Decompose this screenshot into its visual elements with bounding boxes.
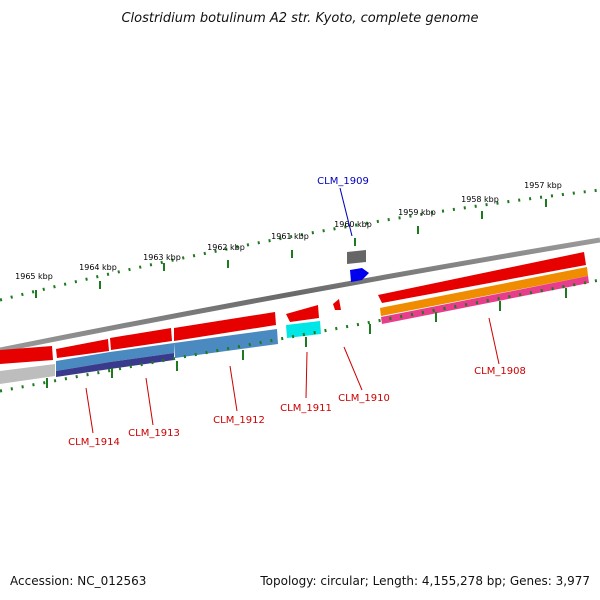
leader-line-CLM_1908 <box>488 317 500 365</box>
leader-line-CLM_1911 <box>305 351 308 399</box>
purple-feature-1914[interactable] <box>56 362 110 377</box>
red-gene-CLM_1910[interactable] <box>333 299 341 310</box>
kbp-label-1965: 1965 kbp <box>15 272 53 281</box>
kbp-label-1961: 1961 kbp <box>271 232 309 241</box>
blue-feature-1913[interactable] <box>110 343 174 362</box>
kbp-label-1963: 1963 kbp <box>143 253 181 262</box>
gene-label-CLM_1911[interactable]: CLM_1911 <box>280 403 332 414</box>
gene-label-CLM_1913[interactable]: CLM_1913 <box>128 428 180 439</box>
orange-feature-1908[interactable] <box>380 267 588 316</box>
red-gene-CLM_1908[interactable] <box>378 252 586 303</box>
gray-feature[interactable] <box>0 364 55 384</box>
purple-feature-1913[interactable] <box>110 353 174 369</box>
highlighted-gene-CLM_1909[interactable] <box>350 268 369 282</box>
leader-line-CLM_1910 <box>343 346 363 391</box>
leader-line-CLM_1914 <box>85 387 94 434</box>
cyan-feature-1911[interactable] <box>286 321 321 338</box>
red-gene-CLM_1914[interactable] <box>56 339 109 358</box>
kbp-label-1958: 1958 kbp <box>461 195 499 204</box>
red-gene-CLM_1913[interactable] <box>110 328 172 350</box>
gene-label-CLM_1909[interactable]: CLM_1909 <box>317 176 369 187</box>
gene-label-CLM_1912[interactable]: CLM_1912 <box>213 415 265 426</box>
kbp-label-1959: 1959 kbp <box>398 208 436 217</box>
inner-tick-ring <box>0 278 600 393</box>
kbp-label-1957: 1957 kbp <box>524 181 562 190</box>
genome-summary: Topology: circular; Length: 4,155,278 bp… <box>260 574 590 588</box>
gene-label-CLM_1910[interactable]: CLM_1910 <box>338 393 390 404</box>
red-gene-CLM_1912[interactable] <box>174 312 276 341</box>
leader-line-CLM_1912 <box>229 365 238 412</box>
blue-feature-1912[interactable] <box>174 329 278 358</box>
kbp-label-1964: 1964 kbp <box>79 263 117 272</box>
leader-line-CLM_1909 <box>339 187 353 237</box>
genome-backbone <box>0 237 600 353</box>
leader-line-CLM_1913 <box>145 377 154 426</box>
red-gene-CLM_1911[interactable] <box>286 305 319 322</box>
dark-gray-feature[interactable] <box>347 250 366 264</box>
red-gene-row <box>0 252 586 364</box>
kbp-label-1960: 1960 kbp <box>334 220 372 229</box>
kbp-label-1962: 1962 kbp <box>207 243 245 252</box>
gene-label-CLM_1914[interactable]: CLM_1914 <box>68 437 120 448</box>
outer-tick-ring <box>0 188 600 302</box>
red-gene-left-edge[interactable] <box>0 346 53 364</box>
gene-label-CLM_1908[interactable]: CLM_1908 <box>474 366 526 377</box>
blue-feature-1914[interactable] <box>56 352 110 371</box>
accession-label: Accession: NC_012563 <box>10 574 147 588</box>
map-title: Clostridium botulinum A2 str. Kyoto, com… <box>121 11 478 26</box>
